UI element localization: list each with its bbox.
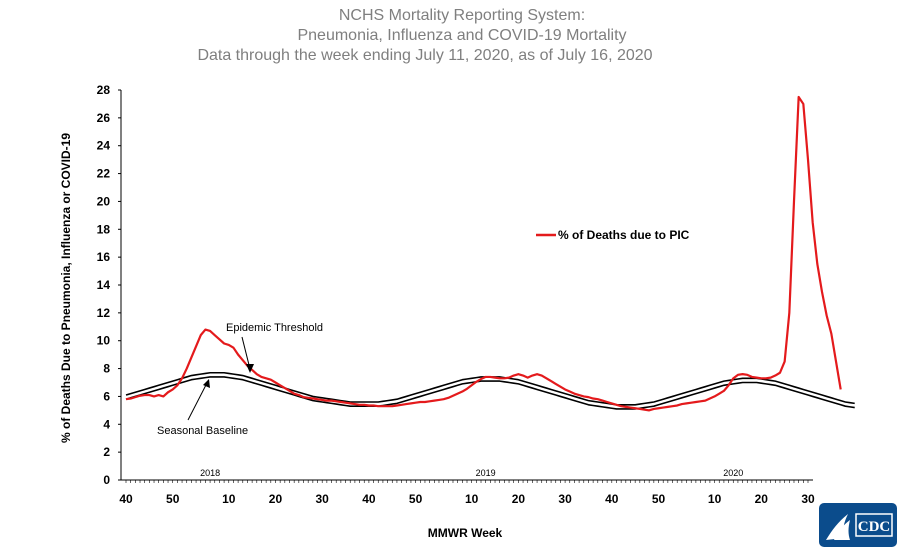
- year-label: 2019: [476, 468, 496, 478]
- y-tick-label: 28: [97, 83, 111, 97]
- annotation-epidemic-threshold-arrowhead: [246, 364, 254, 373]
- x-tick-label: 40: [119, 492, 133, 506]
- x-tick-label: 20: [269, 492, 283, 506]
- cdc-logo-text: CDC: [858, 519, 891, 535]
- annotation-seasonal-baseline-arrowhead: [203, 379, 210, 388]
- y-tick-label: 6: [103, 389, 110, 403]
- hhs-eagle-icon: [826, 514, 850, 540]
- y-tick-label: 12: [97, 306, 111, 320]
- y-tick-label: 0: [103, 473, 110, 487]
- y-tick-label: 22: [97, 167, 111, 181]
- y-tick-label: 14: [97, 278, 111, 292]
- cdc-logo: CDC: [819, 503, 897, 547]
- legend: % of Deaths due to PIC: [536, 228, 690, 242]
- y-tick-label: 10: [97, 334, 111, 348]
- x-tick-label: 30: [558, 492, 572, 506]
- y-tick-label: 26: [97, 111, 111, 125]
- cdc-logo-box: [855, 513, 893, 537]
- series-line-pic: [125, 95, 842, 412]
- y-tick-label: 4: [103, 417, 110, 431]
- x-tick-label: 30: [801, 492, 815, 506]
- y-axis-title: % of Deaths Due to Pneumonia, Influenza …: [59, 133, 73, 443]
- x-ticks: 40 50 10 20 30 40 50 10 20 30 40 50 10 20 30: [119, 480, 815, 506]
- x-tick-label: 10: [465, 492, 479, 506]
- annotation-epidemic-threshold-label: Epidemic Threshold: [226, 322, 323, 334]
- chart-title-line-3: Data through the week ending July 11, 20…: [197, 47, 652, 64]
- x-tick-label: 50: [166, 492, 180, 506]
- y-tick-label: 20: [97, 194, 111, 208]
- chart-title-line-1: NCHS Mortality Reporting System:: [339, 7, 585, 24]
- y-tick-label: 18: [97, 222, 111, 236]
- chart-title-line-2: Pneumonia, Influenza and COVID-19 Mortal…: [297, 27, 626, 44]
- x-tick-label: 10: [222, 492, 236, 506]
- year-label: 2018: [200, 468, 220, 478]
- legend-label-pic: % of Deaths due to PIC: [558, 228, 690, 242]
- y-tick-label: 16: [97, 250, 111, 264]
- x-tick-label: 20: [755, 492, 769, 506]
- x-tick-label: 30: [316, 492, 330, 506]
- x-tick-label: 50: [652, 492, 666, 506]
- annotation-seasonal-baseline: Seasonal Baseline: [157, 379, 248, 437]
- series-layer: [125, 95, 855, 412]
- x-tick-label: 20: [512, 492, 526, 506]
- y-tick-label: 24: [97, 139, 111, 153]
- x-tick-label: 40: [362, 492, 376, 506]
- x-axis-title: MMWR Week: [428, 526, 503, 540]
- annotation-seasonal-baseline-arrow: [187, 382, 208, 421]
- annotation-epidemic-threshold: Epidemic Threshold: [226, 322, 323, 373]
- annotation-seasonal-baseline-label: Seasonal Baseline: [157, 425, 248, 437]
- year-labels: 2018 2019 2020: [200, 468, 743, 478]
- y-tick-label: 2: [103, 445, 110, 459]
- x-tick-label: 50: [409, 492, 423, 506]
- year-label: 2020: [723, 468, 743, 478]
- y-tick-label: 8: [103, 362, 110, 376]
- series-line-seasonal-baseline: [125, 376, 855, 410]
- x-tick-label: 40: [605, 492, 619, 506]
- x-tick-label: 10: [708, 492, 722, 506]
- annotation-epidemic-threshold-arrow: [241, 336, 251, 370]
